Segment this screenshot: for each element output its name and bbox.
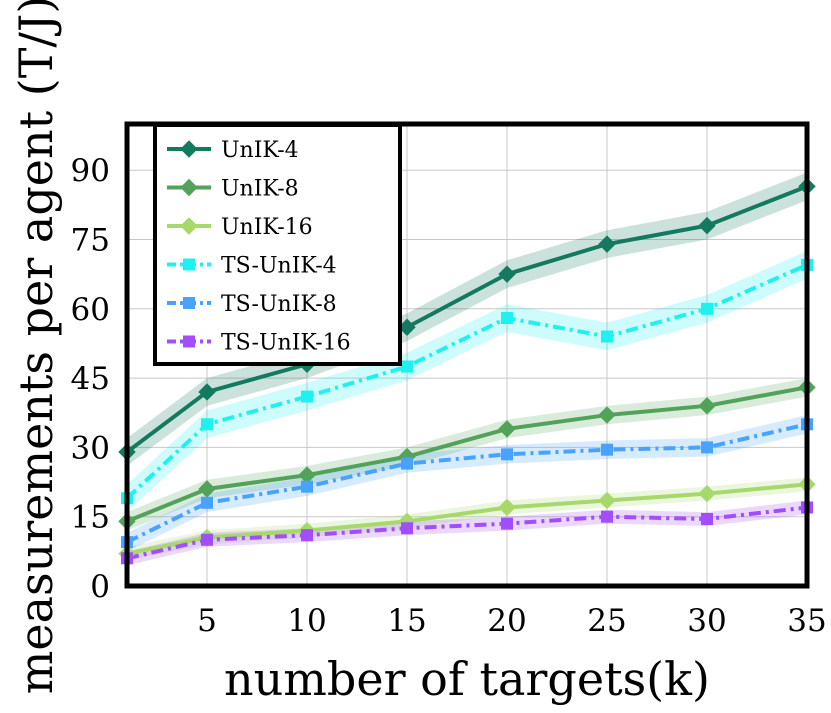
series-lines bbox=[125, 184, 808, 561]
x-tick-label: 15 bbox=[387, 603, 426, 639]
unik-4-line bbox=[125, 184, 808, 454]
ts-unik-16-point bbox=[501, 517, 513, 530]
unik-4-point bbox=[498, 265, 516, 283]
ts-unik-8-point bbox=[301, 480, 313, 493]
legend-marker-ts-unik-4 bbox=[183, 258, 195, 271]
ts-unik-16-point bbox=[201, 533, 213, 546]
unik-4-point bbox=[698, 216, 716, 235]
ts-unik-4-point bbox=[601, 330, 613, 343]
y-tick-label: 60 bbox=[71, 292, 110, 328]
ts-unik-4-point bbox=[401, 360, 413, 373]
x-axis-label: number of targets(k) bbox=[224, 652, 710, 706]
plot-frame bbox=[124, 121, 810, 589]
x-tick-label: 30 bbox=[687, 603, 726, 639]
x-tick-label: 20 bbox=[487, 603, 526, 639]
legend-marker-ts-unik-16 bbox=[183, 335, 195, 348]
y-tick-label: 90 bbox=[71, 153, 110, 189]
unik-8-band bbox=[127, 378, 807, 531]
ts-unik-8-band bbox=[127, 415, 807, 552]
legend: UnIK-4 UnIK-8 UnIK-16 TS-UnIK-4 TS-UnIK-8 TS-… bbox=[153, 123, 402, 366]
ts-unik-4-band bbox=[127, 251, 807, 513]
ts-unik-16-point bbox=[401, 522, 413, 535]
ts-unik-16-point bbox=[301, 529, 313, 542]
ts-unik-4-line bbox=[125, 263, 808, 500]
y-tick-label: 30 bbox=[71, 430, 110, 466]
legend-marker-unik-16 bbox=[180, 217, 198, 235]
unik-16-line bbox=[126, 482, 808, 556]
unik-4-point bbox=[198, 383, 216, 401]
x-tick-label: 35 bbox=[787, 603, 826, 639]
ts-unik-8-point bbox=[501, 448, 513, 461]
unik-4-band bbox=[127, 172, 807, 466]
legend-label-ts-unik-8: TS-UnIK-8 bbox=[221, 292, 337, 317]
legend-marker-ts-unik-8 bbox=[183, 297, 195, 309]
unik-8-point bbox=[598, 406, 616, 424]
ts-unik-16-band bbox=[127, 500, 807, 566]
ts-unik-16-point bbox=[701, 513, 713, 526]
ts-unik-4-point bbox=[301, 390, 313, 403]
legend-label-ts-unik-4: TS-UnIK-4 bbox=[221, 254, 337, 279]
ts-unik-8-point bbox=[701, 441, 713, 454]
y-axis-label: measurements per agent (T/J) bbox=[9, 0, 63, 694]
series-markers bbox=[118, 177, 816, 565]
ts-unik-16-point bbox=[601, 510, 613, 523]
x-tick-label: 25 bbox=[587, 603, 626, 639]
legend-label-ts-unik-16: TS-UnIK-16 bbox=[221, 331, 351, 356]
tick-labels: 5 10 15 20 25 30 35 0 15 30 45 60 75 90 bbox=[71, 153, 827, 639]
legend-label-unik-4: UnIK-4 bbox=[221, 138, 299, 163]
unik-8-line bbox=[126, 385, 808, 524]
ts-unik-16-line bbox=[126, 505, 808, 561]
x-tick-label: 5 bbox=[197, 603, 217, 639]
y-tick-label: 15 bbox=[71, 500, 110, 536]
unik-8-point bbox=[698, 397, 716, 415]
y-tick-label: 0 bbox=[90, 569, 110, 605]
y-tick-label: 75 bbox=[71, 223, 110, 259]
ts-unik-8-point bbox=[201, 496, 213, 509]
legend-marker-unik-8 bbox=[180, 178, 198, 197]
ts-unik-4-point bbox=[201, 418, 213, 431]
legend-label-unik-16: UnIK-16 bbox=[221, 215, 313, 240]
ts-unik-8-point bbox=[601, 443, 613, 456]
ts-unik-8-point bbox=[401, 457, 413, 470]
unik-4-point bbox=[598, 235, 616, 253]
unik-16-point bbox=[598, 491, 616, 510]
legend-label-unik-8: UnIK-8 bbox=[221, 177, 299, 202]
ts-unik-4-point bbox=[501, 312, 513, 325]
unik-8-point bbox=[498, 420, 516, 438]
x-tick-label: 10 bbox=[287, 603, 326, 639]
ts-unik-8-line bbox=[126, 422, 808, 544]
unik-16-point bbox=[698, 484, 716, 503]
unik-16-point bbox=[498, 498, 516, 517]
legend-box bbox=[153, 123, 402, 366]
y-tick-label: 45 bbox=[71, 361, 110, 397]
ts-unik-4-point bbox=[701, 302, 713, 315]
legend-marker-unik-4 bbox=[180, 140, 198, 158]
